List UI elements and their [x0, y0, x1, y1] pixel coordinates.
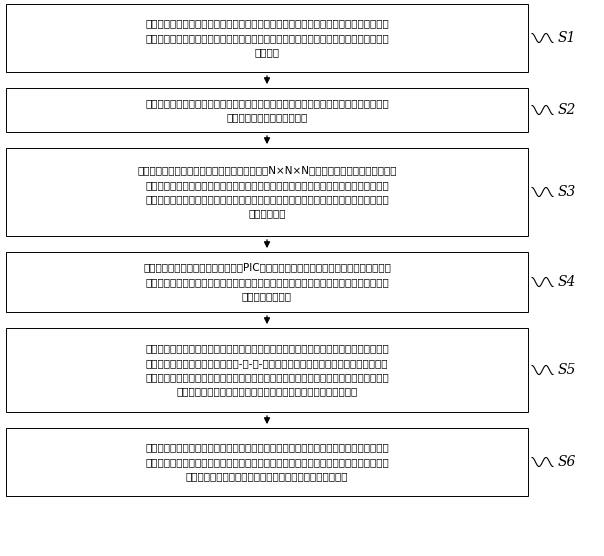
FancyBboxPatch shape — [6, 328, 528, 412]
Text: S1: S1 — [558, 31, 576, 45]
Text: S6: S6 — [558, 455, 576, 469]
Text: S5: S5 — [558, 363, 576, 377]
FancyBboxPatch shape — [6, 428, 528, 496]
Text: 通过数据动态建模的方式，建立金属增材制造工艺数据模型，其中包括增材材料数据库、
工艺方法数据库、工艺参数数据库、设备技术参数数据库、工艺标准规范数据库和缺陷诊
: 通过数据动态建模的方式，建立金属增材制造工艺数据模型，其中包括增材材料数据库、 … — [145, 18, 389, 57]
Text: S3: S3 — [558, 185, 576, 199]
FancyBboxPatch shape — [6, 88, 528, 132]
Text: 基于多尺度多物理场耦合仿真结果，对金属增材制造过程中的孔洞、裂纹、残余应力与变
形这些缺陷进行定性、定量分析，并进行分类与归纳整理；建立针对不同缺陷种类及分布
: 基于多尺度多物理场耦合仿真结果，对金属增材制造过程中的孔洞、裂纹、残余应力与变 … — [145, 443, 389, 481]
Text: 基于第一性原理计算结果，建立增材金属材料的N×N×N超晶胞模型，进一步采用分子动
力学理论，通过分子动力学仿真软件开展分子动力学仿真计算，获取金属的熔化、汽化和: 基于第一性原理计算结果，建立增材金属材料的N×N×N超晶胞模型，进一步采用分子动… — [137, 165, 397, 219]
Text: 在微观尺度上，基于量子力学理论，通过第一性原理计算软件开展第一性原理计算，获取
增材金属材料的微观物理性质: 在微观尺度上，基于量子力学理论，通过第一性原理计算软件开展第一性原理计算，获取 … — [145, 98, 389, 122]
Text: S4: S4 — [558, 275, 576, 289]
FancyBboxPatch shape — [6, 4, 528, 72]
Text: 在宏观尺度上，采用三维几何建模软件创建金属增材制造三维几何模型，使用有限元网格
划分软件划分有限元网格；利用流-热-固-磁多物理场耦合仿真平台，模拟增材制造过程: 在宏观尺度上，采用三维几何建模软件创建金属增材制造三维几何模型，使用有限元网格 … — [145, 344, 389, 396]
FancyBboxPatch shape — [6, 148, 528, 236]
Text: 在介观尺度上，基于等离子体理论和PIC算法，对电子束或者激光加热金属粉末熔化过程
中产生的等离子进行研究，获取等离子体的电子能量、惯性聚变能、等离子体加速效应及: 在介观尺度上，基于等离子体理论和PIC算法，对电子束或者激光加热金属粉末熔化过程… — [143, 262, 391, 301]
FancyBboxPatch shape — [6, 252, 528, 312]
Text: S2: S2 — [558, 103, 576, 117]
